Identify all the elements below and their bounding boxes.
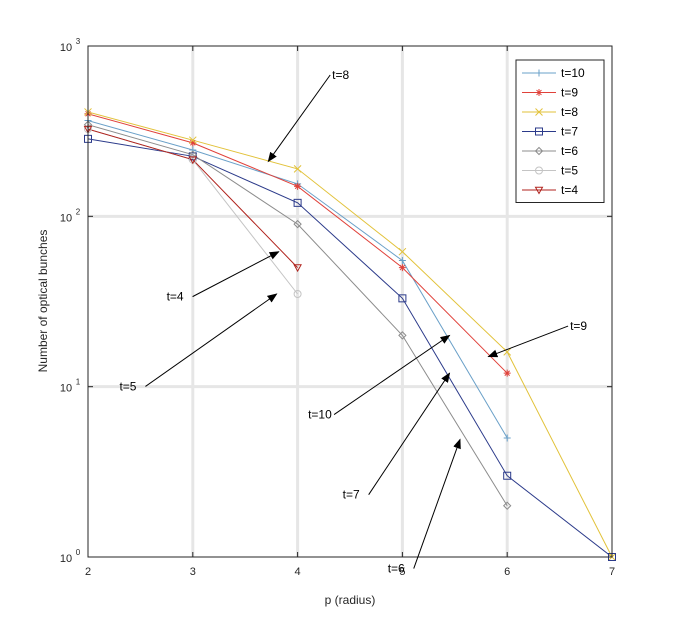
data-point-t-9 xyxy=(503,369,511,377)
legend-label-t-4: t=4 xyxy=(561,183,578,197)
x-tick-label: 6 xyxy=(504,566,510,578)
y-tick-label: 10 xyxy=(60,383,72,395)
data-point-t-7 xyxy=(503,471,512,480)
y-axis-label: Number of optical bunches xyxy=(36,230,50,373)
legend-marker-t-9 xyxy=(535,89,543,96)
y-tick-exponent: 1 xyxy=(76,378,81,387)
legend-label-t-8: t=8 xyxy=(561,105,578,119)
legend-marker-t-5 xyxy=(535,166,543,175)
series-line-t-8 xyxy=(88,111,612,557)
data-point-t-8 xyxy=(398,247,407,256)
annotation-label-t-10: t=10 xyxy=(308,408,332,422)
data-point-t-5 xyxy=(293,289,302,298)
annotations: t=8 t=4 t=5 t=10 t=9 t=7 t=6 xyxy=(119,68,587,576)
data-point-t-9 xyxy=(189,139,197,147)
legend-label-t-10: t=10 xyxy=(561,66,585,80)
axis-ticks: 2 3 4 5 6 7 10 0 10 1 10 2 10 3 xyxy=(60,37,615,578)
y-tick-label: 10 xyxy=(60,42,72,54)
y-tick-exponent: 2 xyxy=(76,207,81,216)
legend: t=10 t=9 t=8 t=7 t=6 t=5 t=4 xyxy=(515,59,605,203)
legend-marker-t-10 xyxy=(535,69,543,77)
legend-label-t-9: t=9 xyxy=(561,86,578,100)
x-tick-label: 2 xyxy=(85,566,91,578)
axes-box xyxy=(87,45,613,558)
annotation-label-t-9: t=9 xyxy=(570,319,587,333)
data-point-t-10 xyxy=(503,434,511,442)
data-point-t-4 xyxy=(188,156,198,165)
data-point-t-9 xyxy=(398,264,406,272)
y-tick-label: 10 xyxy=(60,553,72,565)
data-point-t-10 xyxy=(398,257,406,265)
marker-layer xyxy=(83,108,616,561)
annotation-label-t-4: t=4 xyxy=(167,290,184,304)
y-tick-label: 10 xyxy=(60,212,72,224)
annotation-label-t-8: t=8 xyxy=(332,68,349,82)
data-point-t-7 xyxy=(188,152,197,161)
annotation-arrow-t-9 xyxy=(487,325,569,358)
legend-label-t-5: t=5 xyxy=(561,164,578,178)
data-point-t-7 xyxy=(293,198,302,207)
data-point-t-6 xyxy=(293,219,302,229)
annotation-label-t-7: t=7 xyxy=(343,488,360,502)
annotation-arrow-t-10 xyxy=(333,334,451,415)
legend-marker-t-7 xyxy=(535,127,543,136)
series-line-t-7 xyxy=(88,138,612,557)
data-point-t-6 xyxy=(188,150,198,159)
data-point-t-8 xyxy=(188,136,197,145)
data-point-t-4 xyxy=(293,264,302,273)
legend-marker-t-8 xyxy=(535,108,543,116)
annotation-arrow-t-6 xyxy=(413,438,461,569)
data-point-t-6 xyxy=(398,331,407,340)
data-point-t-9 xyxy=(294,182,302,190)
annotation-arrow-t-5 xyxy=(145,293,278,387)
annotation-label-t-6: t=6 xyxy=(388,562,405,576)
legend-label-t-6: t=6 xyxy=(561,144,578,158)
data-point-t-8 xyxy=(293,164,302,173)
x-axis-label: p (radius) xyxy=(325,593,376,607)
x-tick-label: 7 xyxy=(609,566,615,578)
x-tick-label: 3 xyxy=(190,566,196,578)
annotation-arrow-t-7 xyxy=(368,372,451,495)
legend-label-t-7: t=7 xyxy=(561,125,578,139)
data-point-t-7 xyxy=(398,294,407,303)
annotation-arrow-t-4 xyxy=(192,251,280,298)
x-tick-label: 4 xyxy=(295,566,301,578)
data-point-t-8 xyxy=(503,348,512,356)
legend-marker-t-4 xyxy=(534,186,544,195)
y-tick-exponent: 3 xyxy=(76,37,81,46)
x-tick-label: 5 xyxy=(399,566,405,578)
annotation-arrow-t-8 xyxy=(267,74,331,163)
annotation-label-t-5: t=5 xyxy=(119,379,136,393)
y-tick-exponent: 0 xyxy=(76,548,81,557)
legend-marker-t-6 xyxy=(534,146,544,156)
data-point-t-6 xyxy=(502,501,512,510)
